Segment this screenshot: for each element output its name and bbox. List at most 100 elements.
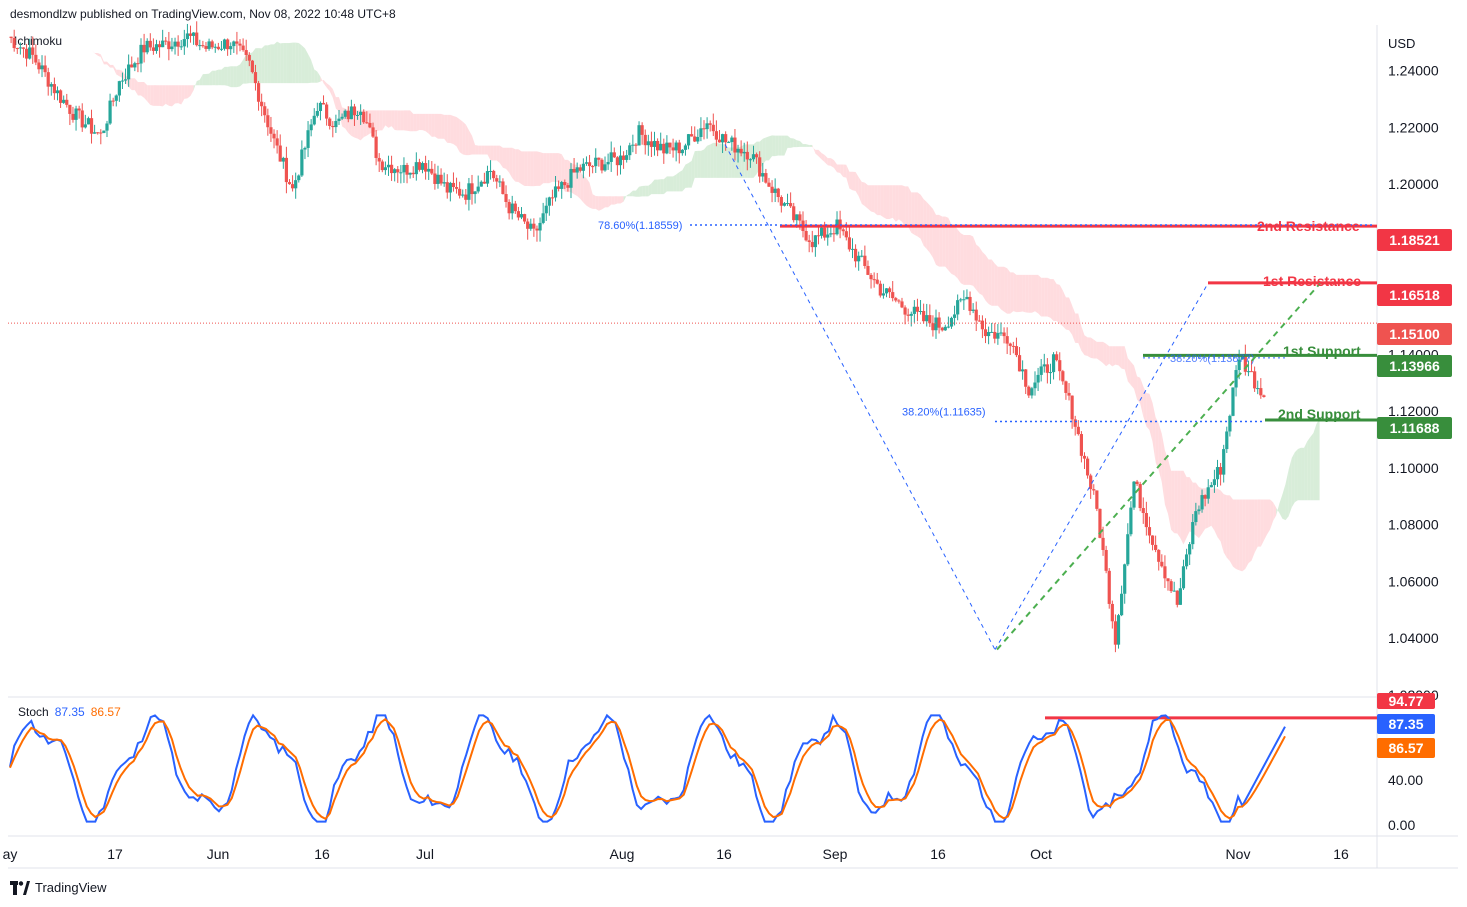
cloud-segment (91, 49, 95, 54)
cloud-segment (385, 110, 389, 128)
cloud-segment (289, 42, 293, 84)
ichimoku-label[interactable]: Ichimoku (14, 34, 63, 48)
cloud-segment (444, 114, 448, 143)
cloud-segment (481, 145, 485, 155)
cloud-segment (821, 152, 825, 163)
candle-body (1231, 387, 1235, 416)
candle-body (377, 157, 381, 162)
cloud-segment (215, 69, 219, 86)
cloud-segment (270, 44, 275, 84)
cloud-segment (1099, 341, 1104, 364)
candle-body (1253, 371, 1257, 389)
y-tick-label: 1.20000 (1388, 176, 1439, 192)
cloud-segment (431, 113, 435, 137)
cloud-segment (413, 113, 417, 132)
cloud-segment (264, 45, 268, 84)
candle-body (275, 138, 279, 146)
cloud-segment (1161, 433, 1165, 505)
candle-body (269, 127, 273, 134)
cloud-segment (326, 83, 330, 92)
stoch-k-tag: 87.35 (1377, 714, 1435, 734)
candle-body (535, 228, 539, 231)
y-tick-label: 1.08000 (1388, 517, 1439, 533)
candle-body (826, 234, 830, 238)
cloud-segment (666, 176, 670, 192)
candle-body (690, 134, 694, 137)
candle-body (1110, 603, 1114, 622)
candle-body (649, 141, 654, 147)
cloud-segment (97, 52, 101, 58)
candle-body (145, 40, 149, 53)
cloud-segment (317, 71, 321, 83)
cloud-segment (694, 150, 698, 178)
candle-body (1036, 374, 1040, 383)
candle-body (674, 142, 678, 151)
candle-body (9, 36, 13, 38)
candle-body (841, 229, 845, 232)
cloud-segment (651, 179, 655, 195)
candle-body (74, 108, 78, 120)
cloud-segment (243, 54, 247, 84)
candle-body (844, 231, 848, 238)
candle-body (365, 122, 369, 124)
candle-body (569, 168, 573, 188)
candle-body (173, 41, 177, 47)
candle-body (727, 142, 731, 144)
y-tick-label: 1.22000 (1388, 119, 1439, 135)
candle-body (216, 46, 220, 50)
candle-body (1101, 537, 1105, 550)
cloud-segment (908, 186, 912, 233)
candle-body (117, 81, 121, 96)
candle-body (668, 142, 672, 148)
cloud-segment (846, 164, 850, 189)
candle-body (544, 205, 548, 214)
cloud-segment (280, 43, 284, 84)
candle-body (615, 157, 619, 166)
cloud-segment (1140, 377, 1144, 417)
tradingview-footer[interactable]: TradingView (10, 880, 107, 895)
cloud-segment (490, 145, 494, 161)
candle-body (188, 33, 193, 36)
candle-body (383, 167, 387, 171)
candle-body (1200, 495, 1204, 510)
candle-body (628, 145, 632, 156)
candle-body (1005, 336, 1009, 344)
trend-line (996, 282, 1321, 651)
cloud-segment (1263, 499, 1267, 541)
candle-body (287, 182, 292, 185)
candle-body (315, 111, 319, 116)
candle-body (1249, 371, 1254, 373)
candle-body (294, 180, 298, 189)
cloud-segment (716, 142, 720, 178)
candle-body (810, 242, 814, 248)
x-tick-label: Aug (610, 846, 635, 862)
r2-label: 2nd Resistance (1257, 218, 1360, 234)
cloud-segment (1087, 337, 1091, 358)
candle-body (123, 79, 128, 81)
candle-body (912, 306, 916, 314)
cloud-segment (394, 110, 398, 131)
cloud-segment (329, 85, 333, 98)
cloud-segment (221, 66, 225, 86)
candle-body (717, 139, 722, 143)
candle-body (136, 63, 140, 65)
cloud-segment (883, 185, 887, 220)
candle-body (368, 122, 372, 128)
cloud-segment (162, 85, 166, 107)
candle-body (677, 142, 681, 154)
candle-body (776, 188, 780, 198)
candle-body (949, 317, 954, 327)
cloud-segment (889, 185, 893, 220)
cloud-segment (502, 147, 507, 169)
stoch-legend[interactable]: Stoch 87.35 86.57 (18, 705, 121, 719)
cloud-segment (159, 85, 163, 107)
candle-body (823, 227, 827, 238)
cloud-segment (1062, 290, 1066, 330)
candle-body (547, 197, 551, 206)
cloud-segment (605, 196, 609, 208)
candle-body (226, 39, 230, 50)
cloud-segment (1103, 341, 1107, 367)
candle-body (40, 65, 44, 70)
candle-body (1021, 369, 1025, 372)
